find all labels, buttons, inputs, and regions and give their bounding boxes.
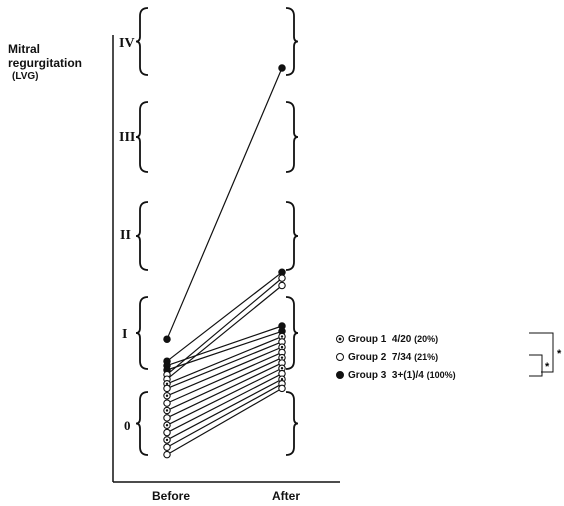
patient-line-10 [166, 357, 283, 412]
before-point-11 [163, 414, 171, 422]
grade-brackets [135, 7, 299, 456]
open-circle-icon [336, 353, 344, 362]
before-bracket-grade-1 [135, 296, 149, 370]
patient-line-11 [166, 362, 283, 419]
x-tick-after: After [272, 489, 301, 503]
y-axis-label-unit: (LVG) [12, 71, 39, 82]
after-bracket-grade-3 [285, 101, 299, 173]
after-point-16 [278, 384, 286, 393]
after-bracket-grade-4 [285, 7, 299, 76]
before-point-0 [163, 335, 171, 343]
patient-lines [166, 67, 283, 456]
after-point-12-dot [280, 367, 284, 370]
legend-stat: 3+(1)/4 [391, 370, 424, 381]
grade-label-1: I [122, 327, 127, 342]
after-point-0 [278, 64, 286, 72]
filled-circle-icon [336, 371, 344, 380]
before-bracket-grade-2 [135, 201, 149, 271]
after-point-5 [278, 281, 286, 290]
chart-axes [112, 35, 340, 483]
before-point-13 [163, 428, 171, 437]
legend-pct: (20%) [414, 334, 439, 344]
after-bracket-grade-1 [285, 296, 299, 370]
after-point-6-dot [280, 335, 284, 338]
legend-group: Group 2 [348, 352, 387, 363]
after-point-10-dot [280, 356, 284, 359]
after-point-14-dot [280, 378, 284, 381]
sig-bracket-inner [529, 354, 543, 377]
before-point-7 [163, 384, 171, 393]
legend-item-group3: Group 3 3+(1)/4 (100%) [336, 370, 456, 381]
patient-line-13 [166, 373, 283, 434]
grade-label-3: III [119, 130, 135, 145]
x-tick-before: Before [152, 489, 191, 503]
legend-item-group2: Group 2 7/34 (21%) [336, 352, 438, 363]
sig-bracket-outer [529, 332, 554, 373]
grade-label-4: IV [119, 36, 135, 51]
sig-marker-outer: * [557, 348, 562, 360]
after-bracket-grade-0 [285, 391, 299, 456]
before-point-12-dot [165, 424, 169, 427]
before-point-8-dot [165, 394, 169, 397]
patient-points [163, 64, 286, 459]
patient-line-14 [166, 378, 283, 441]
legend-pct: (21%) [414, 352, 439, 362]
sig-marker-inner: * [545, 361, 550, 373]
legend-item-group1: Group 1 4/20 (20%) [336, 334, 438, 345]
before-point-15 [163, 443, 171, 452]
after-point-4 [278, 274, 286, 282]
dotted-circle-icon [336, 335, 344, 344]
after-point-8-dot [280, 345, 284, 349]
patient-line-1 [166, 271, 283, 362]
patient-line-7 [166, 341, 283, 389]
patient-line-0 [166, 67, 283, 340]
patient-line-16 [166, 387, 283, 456]
legend-group: Group 1 [348, 334, 387, 345]
before-point-9 [163, 399, 171, 407]
patient-line-4 [166, 277, 283, 376]
after-bracket-grade-2 [285, 201, 299, 271]
before-point-6-dot [165, 382, 169, 385]
before-point-10-dot [165, 409, 169, 412]
y-axis-label-line1: Mitral [8, 42, 41, 56]
patient-line-8 [166, 346, 283, 397]
before-point-14-dot [165, 438, 169, 442]
y-axis-label-line2: regurgitation [8, 56, 82, 70]
grade-label-2: II [120, 228, 131, 243]
patient-line-12 [166, 367, 283, 426]
significance-brackets: * * [529, 332, 562, 377]
grade-label-0: 0 [124, 418, 131, 433]
patient-line-15 [166, 383, 283, 448]
patient-line-6 [166, 336, 283, 385]
legend-stat: 4/20 [391, 334, 412, 345]
legend-group: Group 3 [348, 370, 387, 381]
legend-stat: 7/34 [391, 352, 412, 363]
patient-line-9 [166, 351, 283, 404]
legend-pct: (100%) [426, 370, 456, 380]
before-bracket-grade-0 [135, 391, 149, 456]
before-point-16 [163, 450, 171, 459]
before-bracket-grade-4 [135, 7, 149, 76]
patient-line-3 [166, 330, 283, 371]
patient-line-5 [166, 285, 283, 380]
before-bracket-grade-3 [135, 101, 149, 173]
